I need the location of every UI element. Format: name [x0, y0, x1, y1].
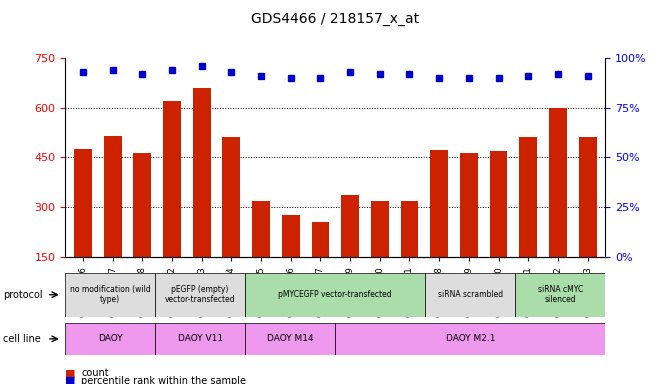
Text: protocol: protocol — [3, 290, 43, 300]
Bar — [163, 101, 181, 257]
Text: cell line: cell line — [3, 334, 41, 344]
Bar — [430, 150, 448, 257]
Bar — [460, 154, 478, 257]
Text: DAOY M14: DAOY M14 — [267, 334, 314, 343]
Text: siRNA scrambled: siRNA scrambled — [437, 290, 503, 299]
Text: pEGFP (empty)
vector-transfected: pEGFP (empty) vector-transfected — [165, 285, 236, 305]
Bar — [193, 88, 210, 257]
Text: ■: ■ — [65, 368, 76, 378]
Bar — [312, 222, 329, 257]
Bar — [490, 151, 508, 257]
Bar — [74, 149, 92, 257]
Bar — [133, 154, 151, 257]
Bar — [519, 137, 537, 257]
Bar — [155, 323, 245, 355]
Text: DAOY M2.1: DAOY M2.1 — [445, 334, 495, 343]
Text: DAOY V11: DAOY V11 — [178, 334, 223, 343]
Text: DAOY: DAOY — [98, 334, 122, 343]
Bar — [104, 136, 122, 257]
Bar — [579, 137, 596, 257]
Bar — [245, 273, 425, 317]
Bar — [425, 273, 516, 317]
Text: percentile rank within the sample: percentile rank within the sample — [81, 376, 246, 384]
Text: siRNA cMYC
silenced: siRNA cMYC silenced — [538, 285, 583, 305]
Bar — [341, 195, 359, 257]
Text: ■: ■ — [65, 376, 76, 384]
Bar — [65, 323, 155, 355]
Bar — [371, 201, 389, 257]
Text: GDS4466 / 218157_x_at: GDS4466 / 218157_x_at — [251, 12, 419, 25]
Bar — [65, 273, 155, 317]
Bar — [400, 201, 419, 257]
Bar — [516, 273, 605, 317]
Text: no modification (wild
type): no modification (wild type) — [70, 285, 150, 305]
Bar — [245, 323, 335, 355]
Text: pMYCEGFP vector-transfected: pMYCEGFP vector-transfected — [279, 290, 392, 299]
Bar — [252, 201, 270, 257]
Bar — [549, 108, 567, 257]
Bar — [335, 323, 605, 355]
Bar — [282, 215, 299, 257]
Text: count: count — [81, 368, 109, 378]
Bar — [223, 137, 240, 257]
Bar — [155, 273, 245, 317]
